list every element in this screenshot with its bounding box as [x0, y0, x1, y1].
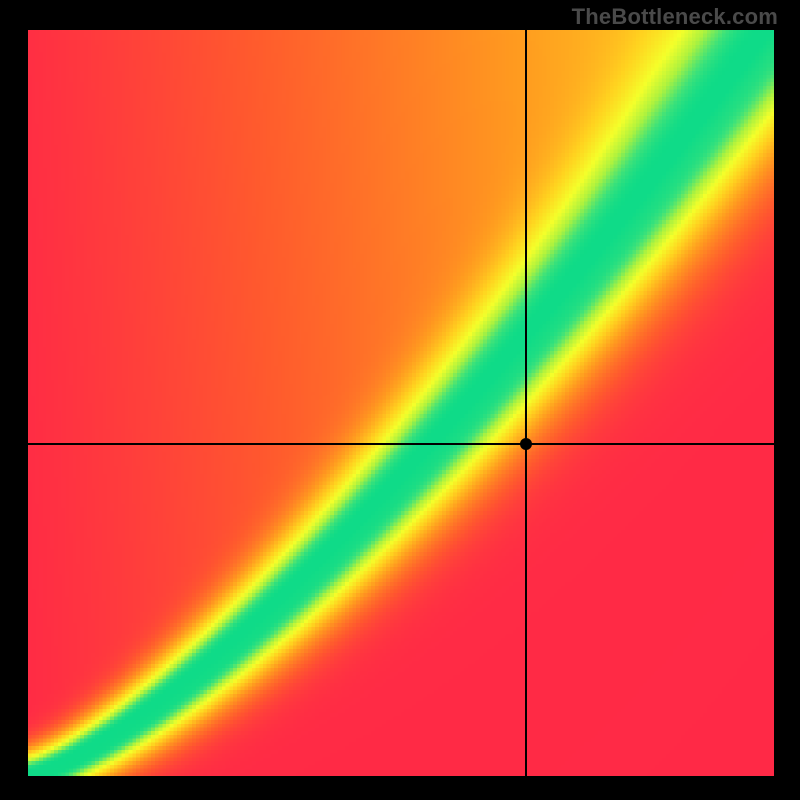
heatmap-canvas — [28, 30, 774, 776]
crosshair-vertical — [525, 30, 527, 776]
heatmap-plot — [28, 30, 774, 776]
crosshair-marker — [520, 438, 532, 450]
crosshair-horizontal — [28, 443, 774, 445]
watermark-text: TheBottleneck.com — [572, 4, 778, 30]
chart-container: TheBottleneck.com — [0, 0, 800, 800]
